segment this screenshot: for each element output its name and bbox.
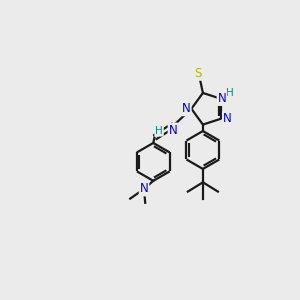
Text: S: S xyxy=(195,67,202,80)
Text: N: N xyxy=(223,112,232,125)
Text: N: N xyxy=(140,182,148,195)
Text: N: N xyxy=(182,102,191,115)
Text: N: N xyxy=(218,92,226,105)
Text: H: H xyxy=(226,88,234,98)
Text: H: H xyxy=(155,126,163,136)
Text: N: N xyxy=(169,124,177,136)
